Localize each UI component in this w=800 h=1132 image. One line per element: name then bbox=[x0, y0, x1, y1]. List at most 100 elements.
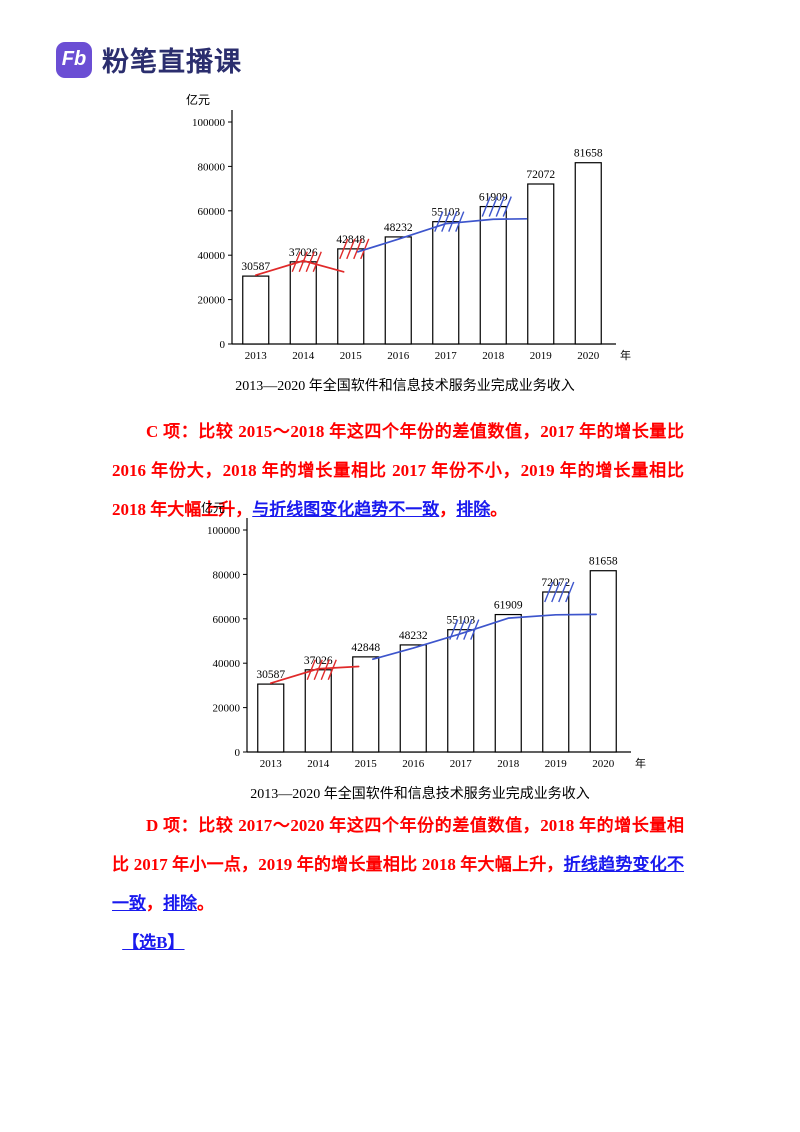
blue-hatch-mark bbox=[470, 619, 480, 640]
blue-hatch-mark bbox=[455, 211, 465, 232]
bar-2014 bbox=[304, 669, 332, 753]
x-tick-label: 2018 bbox=[497, 758, 520, 770]
blue-trend-line bbox=[357, 217, 528, 253]
bar-2019 bbox=[527, 183, 555, 345]
fenbi-logo-icon: Fb bbox=[56, 41, 92, 78]
blue-hatch-mark bbox=[463, 619, 473, 640]
x-axis-unit-label: 年 bbox=[635, 756, 646, 770]
blue-hatch-mark bbox=[456, 619, 466, 640]
analysis-block-c: C 项：比较 2015～2018 年这四个年份的差值数值，2017 年的增长量比… bbox=[112, 412, 684, 529]
red-hatch-mark bbox=[305, 251, 315, 273]
x-tick-label: 2015 bbox=[355, 758, 378, 770]
bar-2020 bbox=[589, 570, 617, 753]
blue-hatch-mark bbox=[544, 581, 554, 603]
chart-2-caption: 2013—2020 年全国软件和信息技术服务业完成业务收入 bbox=[250, 787, 590, 802]
analysis-segment-blue: 【选B】 bbox=[122, 933, 185, 952]
bar-value-label: 42848 bbox=[351, 642, 380, 654]
bar-2014 bbox=[289, 261, 317, 345]
red-hatch-mark bbox=[346, 238, 356, 260]
bar-value-label: 81658 bbox=[589, 556, 618, 568]
y-tick-label: 0 bbox=[235, 747, 241, 759]
bar-value-label: 55103 bbox=[446, 615, 475, 627]
blue-hatch-mark bbox=[448, 211, 458, 232]
red-hatch-mark bbox=[353, 238, 363, 260]
blue-hatch-mark bbox=[565, 581, 575, 603]
blue-trend-line bbox=[372, 613, 597, 661]
bar-value-label: 72072 bbox=[541, 577, 570, 589]
y-tick-label: 0 bbox=[220, 339, 226, 351]
red-hatch-mark bbox=[327, 659, 337, 681]
bar-chart-1-canvas: 0 20000 40000 60000 80000 100000 亿元 30587 2013 37… bbox=[186, 92, 631, 362]
bar-2015 bbox=[337, 248, 365, 345]
analysis-segment-red: C 项：比较 2015～2018 年这四个年份的差值数值，2017 年的增长量比… bbox=[112, 422, 684, 519]
bar-2019 bbox=[542, 591, 570, 753]
blue-hatch-mark bbox=[551, 581, 561, 603]
analysis-paragraph-c: C 项：比较 2015～2018 年这四个年份的差值数值，2017 年的增长量比… bbox=[112, 412, 684, 529]
y-tick-label: 60000 bbox=[213, 614, 241, 626]
bar-2017 bbox=[432, 221, 460, 345]
y-tick-label: 100000 bbox=[207, 525, 241, 537]
header: Fb 粉笔直播课 bbox=[56, 40, 242, 79]
blue-hatch-mark bbox=[488, 196, 498, 217]
bar-value-label: 30587 bbox=[256, 669, 285, 681]
bar-chart-1: 0 20000 40000 60000 80000 100000 亿元 30587 2013 37… bbox=[170, 92, 640, 395]
blue-hatch-mark bbox=[481, 196, 491, 217]
blue-hatch-mark bbox=[449, 619, 459, 640]
x-tick-label: 2020 bbox=[577, 350, 600, 362]
analysis-segment-blue: 与折线图变化趋势不一致 bbox=[252, 500, 440, 519]
bar-value-label: 48232 bbox=[399, 630, 428, 642]
bar-value-label: 55103 bbox=[431, 207, 460, 219]
bar-2016 bbox=[399, 644, 427, 753]
y-tick-label: 20000 bbox=[213, 703, 241, 715]
answer-line: 【选B】 bbox=[112, 923, 684, 962]
y-tick-label: 60000 bbox=[198, 206, 226, 218]
bar-2013 bbox=[242, 275, 270, 345]
bar-value-label: 61909 bbox=[494, 600, 523, 612]
red-hatch-mark bbox=[313, 659, 323, 681]
y-tick-label: 80000 bbox=[213, 569, 241, 581]
bar-value-label: 42848 bbox=[336, 234, 365, 246]
bar-chart-2-canvas: 0 20000 40000 60000 80000 100000 亿元 30587 2013 37… bbox=[201, 500, 646, 770]
analysis-paragraph-d: D 项：比较 2017～2020 年这四个年份的差值数值，2018 年的增长量相… bbox=[112, 806, 684, 923]
analysis-segment-red: ， bbox=[439, 500, 457, 519]
x-tick-label: 2013 bbox=[260, 758, 283, 770]
bar-2018 bbox=[494, 613, 522, 753]
bar-value-label: 30587 bbox=[241, 261, 270, 273]
bar-value-label: 81658 bbox=[574, 148, 603, 160]
y-tick-label: 80000 bbox=[198, 161, 226, 173]
red-hatch-mark bbox=[298, 251, 308, 273]
blue-hatch-mark bbox=[558, 581, 568, 603]
x-tick-label: 2014 bbox=[292, 350, 315, 362]
x-tick-label: 2016 bbox=[402, 758, 425, 770]
x-tick-label: 2014 bbox=[307, 758, 330, 770]
y-tick-label: 40000 bbox=[198, 250, 226, 262]
x-tick-label: 2020 bbox=[592, 758, 615, 770]
y-tick-label: 40000 bbox=[213, 658, 241, 670]
y-tick-label: 20000 bbox=[198, 295, 226, 307]
analysis-segment-blue: 排除 bbox=[456, 500, 491, 519]
y-axis-unit-label: 亿元 bbox=[201, 500, 225, 515]
bar-2016 bbox=[384, 236, 412, 345]
bar-chart-2: 0 20000 40000 60000 80000 100000 亿元 30587 2013 37… bbox=[185, 500, 655, 803]
analysis-segment-red: D 项：比较 2017～2020 年这四个年份的差值数值，2018 年的增长量相… bbox=[112, 816, 684, 874]
blue-hatch-mark bbox=[441, 211, 451, 232]
brand-text: 粉笔直播课 bbox=[102, 47, 242, 77]
analysis-segment-blue: 排除 bbox=[163, 894, 197, 913]
analysis-segment-red: 。 bbox=[490, 500, 508, 519]
x-tick-label: 2017 bbox=[450, 758, 473, 770]
blue-hatch-mark bbox=[502, 196, 512, 217]
analysis-segment-red: 。 bbox=[197, 894, 214, 913]
y-axis-unit-label: 亿元 bbox=[186, 92, 210, 107]
x-tick-label: 2015 bbox=[340, 350, 363, 362]
bar-value-label: 72072 bbox=[526, 169, 555, 181]
analysis-segment-red: ， bbox=[146, 894, 163, 913]
bar-value-label: 37026 bbox=[304, 655, 333, 667]
blue-hatch-mark bbox=[495, 196, 505, 217]
bar-value-label: 61909 bbox=[479, 192, 508, 204]
analysis-segment-blue: 折线趋势变化不一致 bbox=[112, 855, 685, 913]
bar-2020 bbox=[574, 162, 602, 345]
red-hatch-mark bbox=[339, 238, 349, 260]
red-hatch-mark bbox=[306, 659, 316, 681]
bar-2017 bbox=[447, 629, 475, 753]
